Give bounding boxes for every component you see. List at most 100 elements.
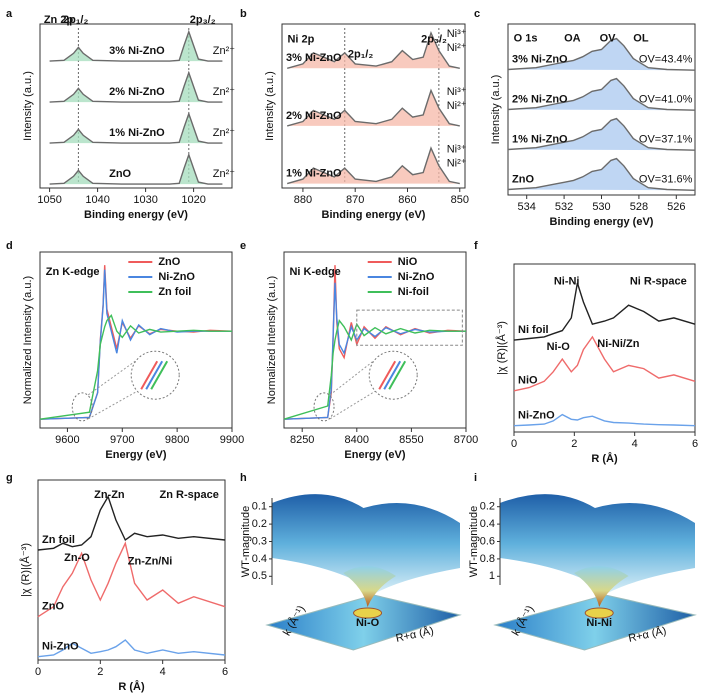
- peak-tag: Ni²⁺: [447, 100, 467, 112]
- spectrum-line: [49, 29, 223, 62]
- peak-area: [49, 154, 223, 185]
- annotation: Ni K-edge: [289, 266, 340, 278]
- spectrum-line: [507, 77, 696, 111]
- inset-zoom: [71, 350, 180, 422]
- inset-curve: [145, 360, 164, 390]
- series-label: 2% Ni-ZnO: [109, 86, 165, 98]
- x-tick-label: 6: [222, 666, 228, 678]
- spectrum-line: [507, 157, 696, 191]
- x-tick-label: 0: [511, 438, 517, 450]
- y-axis-label: Intensity (a.u.): [264, 71, 276, 141]
- zoom-box: [356, 309, 463, 346]
- z-tick-label: 0.2: [252, 518, 267, 530]
- x-tick-label: 1050: [37, 194, 61, 206]
- x-tick-label: 8550: [399, 434, 423, 446]
- spectrum-line: [513, 335, 696, 392]
- y-axis-label: |χ (R)|(Å⁻³): [19, 543, 32, 597]
- x-tick-label: 8400: [345, 434, 369, 446]
- panel-letter: c: [474, 8, 480, 20]
- peak-tag: Zn²⁺: [213, 168, 236, 180]
- legend-label: Ni-ZnO: [158, 271, 195, 283]
- annotation: Ni-O: [547, 341, 571, 353]
- annotation: Ni-Ni: [586, 617, 612, 629]
- annotation: 2p₃/₂: [421, 34, 447, 46]
- series-label: 1% Ni-ZnO: [109, 127, 165, 139]
- inset-connector: [87, 360, 136, 396]
- z-tick-label: 0.5: [252, 570, 267, 582]
- annotation: O 1s: [514, 32, 538, 44]
- peak-area: [49, 31, 223, 62]
- peak-tag: OV=37.1%: [639, 133, 693, 145]
- x-tick-label: 2: [97, 666, 103, 678]
- z-axis-label: WT-magnitude: [240, 506, 252, 578]
- spectrum-line: [37, 639, 226, 658]
- x-tick-label: 9700: [110, 434, 134, 446]
- peak-tag: Ni²⁺: [447, 42, 467, 54]
- spectrum-line: [37, 541, 226, 618]
- x-axis-label: Energy (eV): [344, 449, 405, 461]
- annotation: OL: [633, 32, 649, 44]
- x-axis-label: R (Å): [118, 680, 145, 693]
- series-label: 3% Ni-ZnO: [109, 45, 165, 57]
- spectrum-line: [39, 314, 232, 420]
- annotation: Zn 2p: [44, 14, 74, 26]
- legend-label: Zn foil: [158, 286, 191, 298]
- plot-frame: [37, 479, 226, 661]
- hotspot: [584, 607, 614, 619]
- z-tick-label: 0.2: [480, 501, 495, 513]
- spectrum-line: [287, 88, 460, 127]
- x-tick-label: 526: [667, 201, 685, 213]
- series-label: ZnO: [512, 173, 534, 185]
- y-axis-label: Normalized Intensity (a.u.): [22, 276, 34, 404]
- x-tick-label: 8700: [454, 434, 478, 446]
- legend-label: NiO: [398, 256, 418, 268]
- plot-frame: [281, 23, 466, 189]
- peak-tag: Ni³⁺: [447, 86, 467, 98]
- peak-tag: Ni³⁺: [447, 143, 467, 155]
- annotation: Ni R-space: [630, 276, 687, 288]
- peak-area: [49, 113, 223, 144]
- peak-tag: Ni²⁺: [447, 157, 467, 169]
- annotation: 2p₁/₂: [63, 14, 88, 26]
- z-tick-label: 1: [489, 570, 495, 582]
- legend-label: Ni-ZnO: [398, 271, 435, 283]
- annotation: Ni-O: [356, 617, 380, 629]
- inset-zoom: [313, 350, 418, 422]
- series-label: 1% Ni-ZnO: [512, 133, 568, 145]
- annotation: Zn K-edge: [46, 266, 100, 278]
- peak-tag: Zn²⁺: [213, 127, 236, 139]
- x-tick-label: 9800: [165, 434, 189, 446]
- x-axis-label: R (Å): [591, 452, 618, 465]
- inset-curve: [383, 360, 402, 390]
- series-label: Ni-ZnO: [518, 410, 555, 422]
- peak-tag: OV=41.0%: [639, 93, 693, 105]
- peak-area: [287, 90, 460, 126]
- plane: [265, 594, 462, 651]
- z-tick-label: 0.3: [252, 535, 267, 547]
- peak-tag: Zn²⁺: [213, 45, 236, 57]
- inset-curve: [150, 360, 169, 390]
- peak-area: [287, 148, 460, 184]
- series-label: NiO: [518, 375, 538, 387]
- plane: [493, 594, 697, 651]
- panel-letter: g: [6, 472, 13, 484]
- series-label: 3% Ni-ZnO: [286, 52, 342, 64]
- series-label: 2% Ni-ZnO: [286, 110, 342, 122]
- x-tick-label: 528: [630, 201, 648, 213]
- z-tick-label: 0.1: [252, 501, 267, 513]
- series-label: 3% Ni-ZnO: [512, 53, 568, 65]
- plot-frame: [39, 23, 233, 189]
- series-label: ZnO: [42, 601, 64, 613]
- panel-letter: d: [6, 240, 13, 252]
- funnel: [343, 566, 396, 607]
- surface: [272, 494, 460, 593]
- legend-label: ZnO: [158, 256, 180, 268]
- peak-area: [508, 158, 695, 191]
- inset-curve: [388, 360, 407, 390]
- peak-tag: Zn²⁺: [213, 86, 236, 98]
- annotation: 2p₁/₂: [348, 49, 373, 61]
- inset-source: [71, 392, 93, 422]
- series-label: Zn foil: [42, 534, 75, 546]
- x-tick-label: 532: [555, 201, 573, 213]
